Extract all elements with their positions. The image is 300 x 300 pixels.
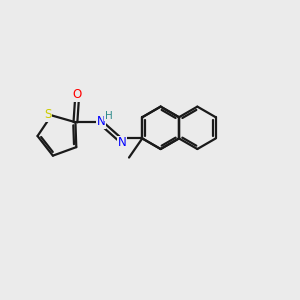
Text: S: S — [44, 108, 52, 121]
Text: O: O — [72, 88, 82, 101]
Text: N: N — [118, 136, 127, 149]
Text: H: H — [105, 111, 112, 121]
Text: N: N — [96, 116, 105, 128]
